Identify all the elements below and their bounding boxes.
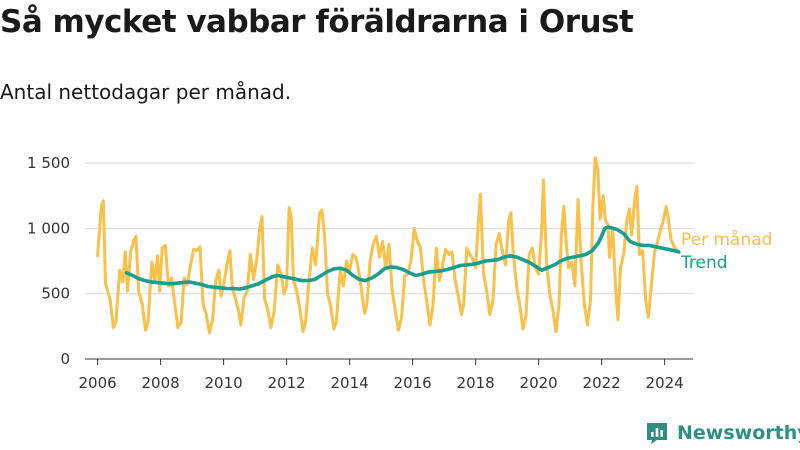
y-tick-label: 0 [60, 350, 70, 368]
brand-name: Newsworthy [677, 422, 800, 444]
gridlines [85, 162, 693, 295]
x-tick-label: 2010 [205, 374, 243, 392]
x-tick-label: 2006 [79, 374, 117, 392]
x-tick-label: 2018 [457, 374, 495, 392]
y-tick-label: 1 500 [27, 154, 70, 172]
x-tick-label: 2024 [646, 374, 684, 392]
legend-label-per-manad: Per månad [681, 229, 772, 250]
x-tick-label: 2020 [520, 374, 558, 392]
newsworthy-logo-icon [647, 423, 667, 444]
y-tick-label: 500 [41, 285, 70, 303]
series-line-per-manad [96, 156, 679, 335]
x-tick-label: 2016 [394, 374, 432, 392]
series-lines [96, 156, 681, 335]
x-axis-ticks: 2006 2008 2010 2012 2014 2016 2018 2020 2022 2024 [79, 359, 684, 392]
chart-title: Så mycket vabbar föräldrarna i Orust [0, 4, 634, 40]
x-tick-label: 2008 [142, 374, 180, 392]
y-axis-ticks: 0 500 1 000 1 500 [27, 154, 70, 368]
x-tick-label: 2012 [268, 374, 306, 392]
y-tick-label: 1 000 [27, 219, 70, 237]
x-tick-label: 2014 [331, 374, 369, 392]
chart-subtitle: Antal nettodagar per månad. [0, 80, 292, 104]
legend-label-trend: Trend [680, 253, 728, 273]
legend: Per månad Trend [680, 229, 772, 273]
brand-logo: Newsworthy [645, 420, 800, 446]
series-line-trend [124, 225, 681, 291]
x-tick-label: 2022 [583, 374, 621, 392]
